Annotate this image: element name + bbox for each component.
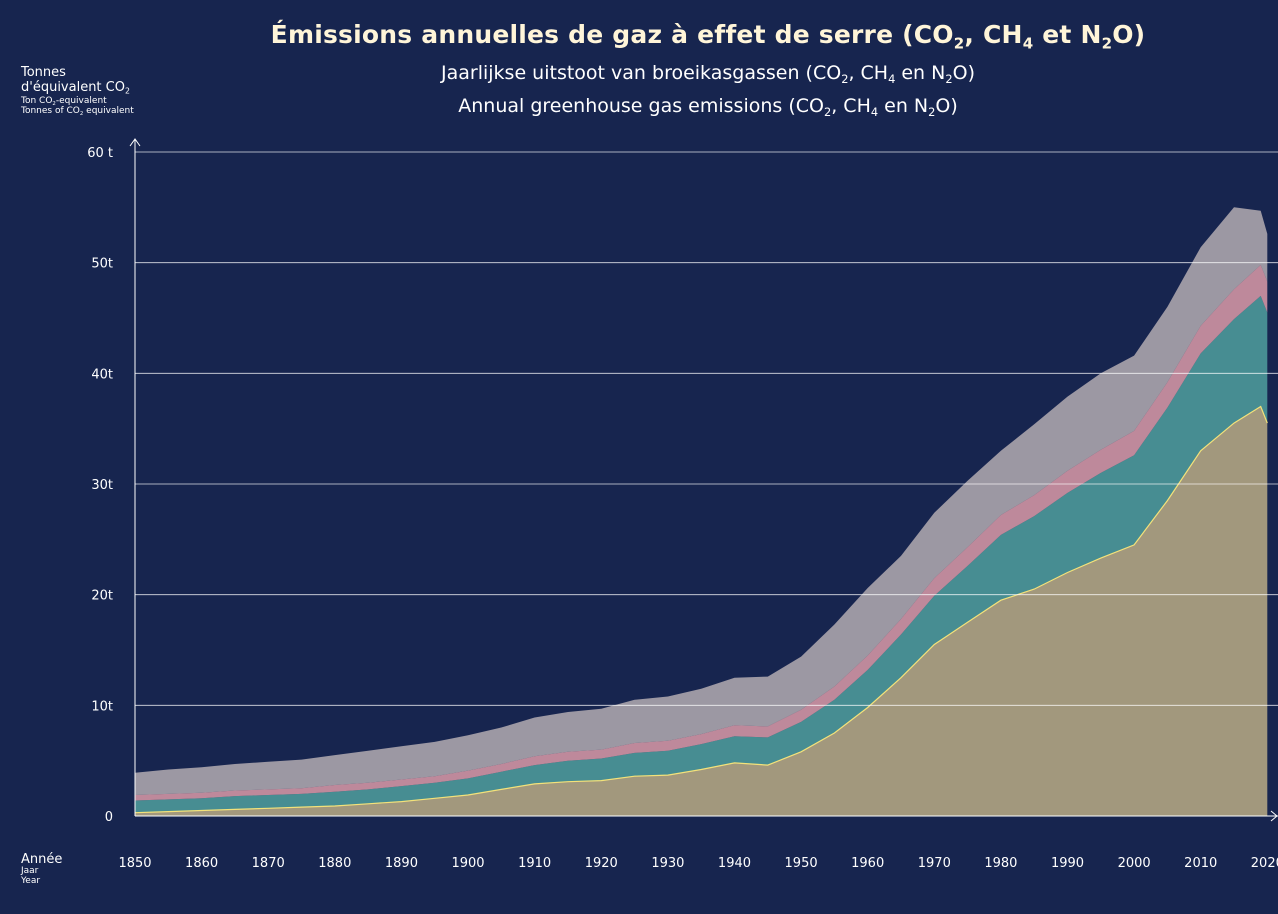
- x-tick-label-1850: 1850: [118, 856, 151, 871]
- chart-title-en: Annual greenhouse gas emissions (CO2, CH…: [458, 95, 958, 119]
- x-axis-label-fr: Année: [21, 852, 63, 867]
- x-tick-label-2020: 2020: [1251, 856, 1278, 871]
- x-tick-label-1920: 1920: [585, 856, 618, 871]
- x-axis-label-en: Year: [21, 876, 41, 887]
- x-tick-label-1890: 1890: [385, 856, 418, 871]
- x-axis-label: Année Jaar Year: [21, 852, 63, 887]
- y-tick-label-40: 40t: [91, 367, 113, 382]
- x-tick-label-1980: 1980: [984, 856, 1017, 871]
- axes: [129, 138, 1278, 822]
- y-axis-arrow: [129, 138, 141, 147]
- x-tick-label-1940: 1940: [718, 856, 751, 871]
- y-tick-label-30: 30t: [91, 478, 113, 493]
- y-axis-label-fr-line1: Tonnes: [21, 65, 66, 80]
- x-tick-label-1910: 1910: [518, 856, 551, 871]
- x-tick-label-1950: 1950: [785, 856, 818, 871]
- y-tick-label-20: 20t: [91, 589, 113, 604]
- area-layers: [134, 207, 1268, 816]
- area-ch4: [135, 295, 1268, 813]
- gridlines: [135, 151, 1278, 706]
- x-tick-label-1990: 1990: [1051, 856, 1084, 871]
- y-tick-label-60: 60 t: [87, 146, 113, 161]
- y-tick-label-10: 10t: [91, 699, 113, 714]
- chart-title-fr: Émissions annuelles de gaz à effet de se…: [270, 20, 1146, 53]
- x-tick-label-1930: 1930: [651, 856, 684, 871]
- x-tick-label-1880: 1880: [318, 856, 351, 871]
- x-tick-label-1870: 1870: [252, 856, 285, 871]
- y-axis-label: Tonnes d'équivalent CO2 Ton CO2-equivale…: [21, 65, 134, 118]
- x-tick-label-2000: 2000: [1118, 856, 1151, 871]
- x-axis-arrow: [1270, 810, 1278, 822]
- x-tick-label-1970: 1970: [918, 856, 951, 871]
- y-axis-label-en: Tonnes of CO2 equivalent: [21, 106, 134, 118]
- area-co2: [135, 406, 1268, 816]
- y-tick-label-50: 50t: [91, 257, 113, 272]
- y-axis-label-fr-line2: d'équivalent CO2: [21, 79, 130, 96]
- x-axis-label-nl: Jaar: [21, 866, 39, 877]
- x-tick-label-1860: 1860: [185, 856, 218, 871]
- x-tick-label-1900: 1900: [451, 856, 484, 871]
- x-tick-label-1960: 1960: [851, 856, 884, 871]
- y-tick-label-0: 0: [105, 810, 113, 825]
- y-axis-label-nl: Ton CO2-equivalent: [21, 95, 107, 107]
- chart-title-nl: Jaarlijkse uitstoot van broeikasgassen (…: [441, 62, 975, 86]
- x-tick-label-2010: 2010: [1184, 856, 1217, 871]
- co2-outline: [134, 405, 1268, 814]
- x-tick-labels: 1850 1860 1870 1880 1890 1900 1910 1920 1930 1940…: [118, 856, 1278, 871]
- y-tick-labels: 0 10t 20t 30t 40t 50t 60 t: [87, 146, 113, 825]
